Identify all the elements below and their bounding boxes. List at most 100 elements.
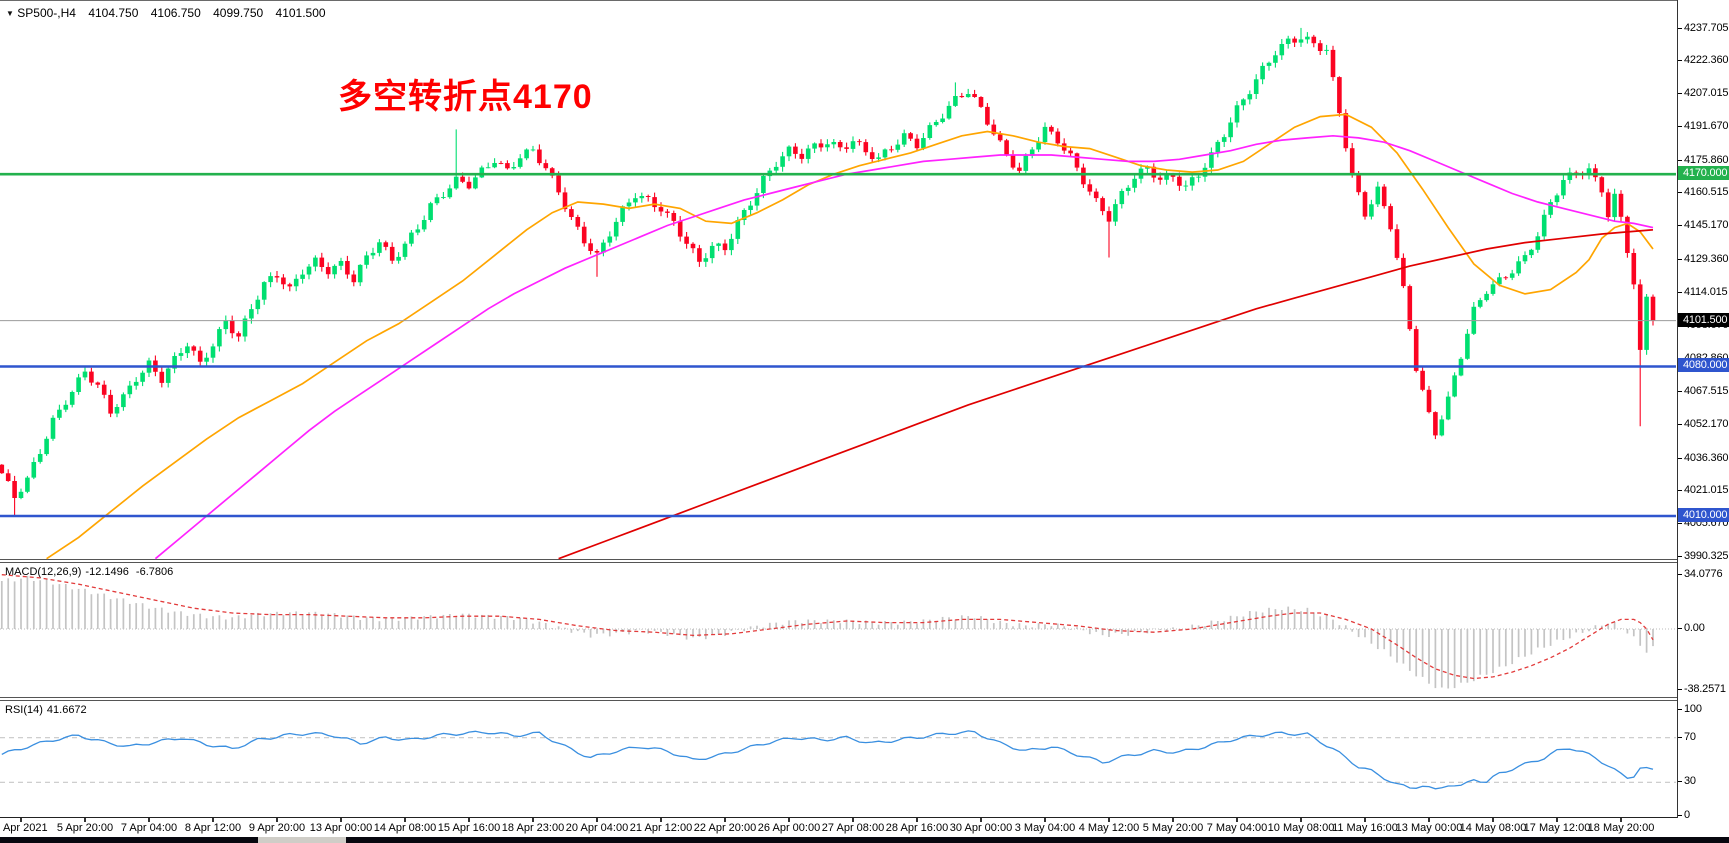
time-tick-mark — [84, 818, 86, 822]
rsi-value: 41.6672 — [46, 704, 87, 716]
time-tick-mark — [596, 818, 598, 822]
macd-indicator-panel[interactable]: MACD(12,26,9) -12.1496 -6.7806 — [0, 562, 1677, 698]
time-tick-mark — [532, 818, 534, 822]
price-axis-label: 4036.360 — [1677, 451, 1729, 464]
time-tick-mark — [1300, 818, 1302, 822]
time-axis-label: 15 Apr 16:00 — [437, 822, 501, 834]
price-level-badge: 4170.000 — [1678, 166, 1729, 181]
time-tick-mark — [788, 818, 790, 822]
macd-axis-label: 34.0776 — [1677, 567, 1723, 580]
ohlc-high: 4106.750 — [150, 6, 201, 20]
time-tick-mark — [660, 818, 662, 822]
time-tick-mark — [1044, 818, 1046, 822]
rsi-axis-label: 70 — [1678, 730, 1696, 743]
rsi-axis-label: 100 — [1678, 703, 1702, 715]
annotation-text: 多空转折点4170 — [338, 78, 593, 116]
time-axis-label: 3 May 04:00 — [1014, 822, 1076, 834]
time-tick-mark — [1364, 818, 1366, 822]
time-tick-mark — [1108, 818, 1110, 822]
time-tick-mark — [1620, 818, 1622, 822]
price-axis-label: 4145.170 — [1677, 219, 1729, 232]
time-tick-mark — [468, 818, 470, 822]
time-axis-label: 8 Apr 12:00 — [184, 822, 242, 834]
time-tick-mark — [1236, 818, 1238, 822]
price-axis-label: 4191.670 — [1677, 119, 1729, 132]
macd-name: MACD(12,26,9) — [5, 566, 82, 578]
symbol-dropdown-icon[interactable]: ▼ — [6, 9, 14, 18]
price-chart-panel[interactable]: ▼ SP500-,H4 4104.750 4106.750 4099.750 4… — [0, 0, 1677, 560]
price-axis[interactable]: 4237.705 4222.360 4207.015 4191.670 4175.860… — [1677, 0, 1729, 837]
ohlc-header: ▼ SP500-,H4 4104.750 4106.750 4099.750 4… — [6, 6, 326, 20]
time-axis-label: 13 Apr 00:00 — [309, 822, 373, 834]
time-axis-label: 27 Apr 08:00 — [821, 822, 885, 834]
rsi-axis-label: 0 — [1678, 808, 1690, 821]
rsi-indicator-panel[interactable]: RSI(14) 41.6672 — [0, 700, 1677, 818]
price-level-badge: 4080.000 — [1678, 358, 1729, 373]
time-tick-mark — [340, 818, 342, 822]
time-tick-mark — [1428, 818, 1430, 822]
time-axis-label: 14 May 08:00 — [1459, 822, 1527, 834]
price-axis-label: 4052.170 — [1677, 417, 1729, 430]
time-tick-mark — [276, 818, 278, 822]
rsi-label: RSI(14) 41.6672 — [5, 704, 91, 716]
time-tick-mark — [1556, 818, 1558, 822]
time-axis-label: 22 Apr 20:00 — [693, 822, 757, 834]
time-axis-label: 5 May 20:00 — [1142, 822, 1204, 834]
taskbar-segment — [258, 837, 346, 843]
time-axis-label: 18 May 20:00 — [1587, 822, 1655, 834]
time-axis-label: 7 May 04:00 — [1206, 822, 1268, 834]
ohlc-close: 4101.500 — [275, 6, 326, 20]
price-level-badge: 4101.500 — [1678, 312, 1729, 327]
macd-label: MACD(12,26,9) -12.1496 -6.7806 — [5, 566, 177, 578]
time-tick-mark — [212, 818, 214, 822]
price-axis-label: 3990.325 — [1677, 550, 1729, 563]
time-axis-label: 9 Apr 20:00 — [248, 822, 306, 834]
time-tick-mark — [20, 818, 22, 822]
time-axis-label: 21 Apr 12:00 — [629, 822, 693, 834]
price-axis-label: 4114.015 — [1677, 285, 1728, 298]
price-level-badge: 4010.000 — [1678, 507, 1729, 522]
macd-axis-label: 0.00 — [1678, 621, 1705, 634]
time-axis-label: 28 Apr 16:00 — [885, 822, 949, 834]
price-axis-label: 4067.515 — [1677, 385, 1729, 398]
bottom-taskbar-sliver — [0, 837, 1729, 843]
candlestick-plot — [0, 27, 1676, 560]
ohlc-low: 4099.750 — [213, 6, 264, 20]
macd-plot — [0, 574, 1676, 689]
time-axis-label: 5 Apr 20:00 — [56, 822, 114, 834]
time-axis-label: 1 Apr 2021 — [0, 822, 48, 834]
macd-signal-value: -6.7806 — [135, 566, 174, 578]
macd-axis-label: -38.2571 — [1678, 683, 1726, 696]
price-axis-label: 4175.860 — [1677, 153, 1729, 166]
time-axis-label: 14 Apr 08:00 — [373, 822, 437, 834]
time-axis[interactable]: 1 Apr 2021 5 Apr 20:00 7 Apr 04:00 8 Apr 12… — [0, 818, 1729, 837]
time-axis-label: 17 May 12:00 — [1523, 822, 1591, 834]
time-axis-label: 11 May 16:00 — [1332, 822, 1398, 834]
time-tick-mark — [148, 818, 150, 822]
time-tick-mark — [980, 818, 982, 822]
price-axis-label: 4237.705 — [1677, 21, 1729, 34]
price-axis-label: 4222.360 — [1677, 54, 1729, 67]
price-axis-label: 4021.015 — [1677, 484, 1729, 497]
price-axis-label: 4129.360 — [1677, 253, 1729, 266]
time-axis-label: 13 May 00:00 — [1395, 822, 1463, 834]
time-tick-mark — [404, 818, 406, 822]
time-tick-mark — [724, 818, 726, 822]
time-axis-label: 26 Apr 00:00 — [757, 822, 821, 834]
time-axis-label: 7 Apr 04:00 — [120, 822, 178, 834]
price-axis-label: 4207.015 — [1677, 87, 1729, 100]
time-axis-label: 4 May 12:00 — [1078, 822, 1140, 834]
symbol-period: SP500-,H4 — [17, 6, 76, 20]
time-tick-mark — [1492, 818, 1494, 822]
time-tick-mark — [1172, 818, 1174, 822]
macd-value: -12.1496 — [85, 566, 129, 578]
price-axis-label: 4160.515 — [1677, 186, 1729, 199]
rsi-plot — [0, 730, 1676, 790]
ohlc-open: 4104.750 — [88, 6, 139, 20]
time-axis-label: 10 May 08:00 — [1267, 822, 1335, 834]
rsi-name: RSI(14) — [5, 704, 43, 716]
time-axis-label: 30 Apr 00:00 — [949, 822, 1013, 834]
time-tick-mark — [852, 818, 854, 822]
rsi-axis-label: 30 — [1678, 775, 1696, 788]
